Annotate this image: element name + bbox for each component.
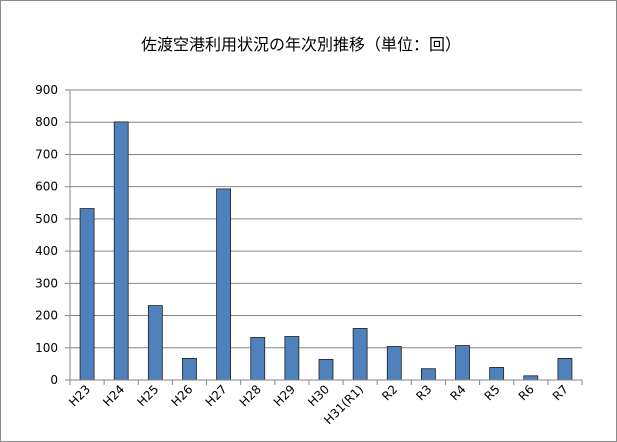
y-tick-labels: 0 100 200 300 400 500 600 700 800 900	[35, 83, 58, 387]
bar-R4	[455, 345, 470, 381]
y-tick-label: 300	[35, 276, 58, 290]
y-tick-label: 900	[35, 83, 58, 97]
x-tick-label: H26	[169, 382, 196, 409]
x-tick-label: R2	[379, 382, 400, 403]
bar-H27	[216, 188, 232, 381]
y-tick-label: 100	[35, 341, 58, 355]
x-tick-label: H24	[100, 382, 127, 409]
bar-H30	[318, 358, 334, 381]
y-tick-label: 200	[35, 309, 58, 323]
bar-R7	[557, 358, 573, 381]
bar-H24	[113, 121, 129, 381]
y-tick-label: 600	[35, 180, 58, 194]
bar-H25	[147, 305, 163, 381]
y-tick-label: 400	[35, 244, 58, 258]
y-tick-label: 700	[35, 147, 58, 161]
bar-H31(R1)	[352, 328, 368, 381]
x-tick-label: R5	[482, 382, 503, 403]
axes	[65, 89, 583, 385]
x-tick-label: R7	[550, 382, 571, 403]
bar-R5	[489, 367, 505, 381]
bar-H28	[250, 337, 266, 381]
x-tick-label: H25	[134, 382, 161, 409]
x-tick-label: H23	[66, 382, 93, 409]
x-tick-label: H29	[271, 382, 298, 409]
x-tick-label: H27	[203, 382, 230, 409]
y-tick-label: 0	[50, 373, 58, 387]
bar-H23	[79, 208, 95, 381]
x-tick-label: H30	[305, 382, 332, 409]
bar-R2	[386, 346, 402, 381]
bar-R3	[420, 368, 436, 381]
x-tick-label: R4	[447, 382, 468, 403]
bars	[79, 121, 573, 381]
x-tick-label: R6	[516, 382, 537, 403]
bar-R6	[523, 375, 539, 381]
bar-H29	[284, 336, 300, 381]
x-tick-label: H28	[237, 382, 264, 409]
y-tick-label: 800	[35, 115, 58, 129]
y-tick-label: 500	[35, 212, 58, 226]
chart-title: 佐渡空港利用状況の年次別推移（単位：回）	[140, 35, 461, 54]
bar-H26	[182, 358, 197, 381]
x-tick-label: R3	[413, 382, 434, 403]
gridlines	[70, 89, 582, 349]
